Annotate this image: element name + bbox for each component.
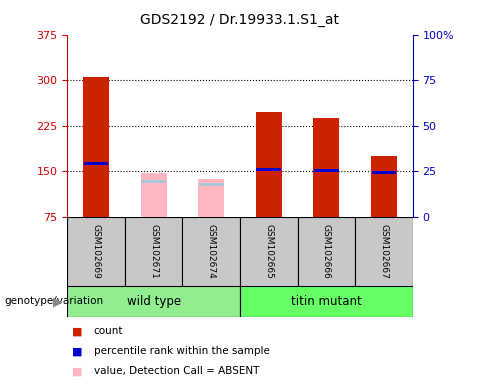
Text: GDS2192 / Dr.19933.1.S1_at: GDS2192 / Dr.19933.1.S1_at [141,13,339,27]
Bar [298,217,355,286]
Bar [141,180,166,183]
Text: ■: ■ [72,366,83,376]
Bar [313,119,339,217]
Text: GSM102674: GSM102674 [207,224,216,279]
Text: ▶: ▶ [53,295,62,308]
Text: GSM102671: GSM102671 [149,224,158,279]
Bar [199,183,224,186]
Bar [83,77,109,217]
Text: genotype/variation: genotype/variation [5,296,104,306]
Text: ■: ■ [72,346,83,356]
Text: GSM102665: GSM102665 [264,224,273,279]
Bar [141,172,167,217]
Text: GSM102667: GSM102667 [380,224,388,279]
Text: wild type: wild type [127,295,180,308]
Bar [256,168,281,171]
Bar [256,113,282,217]
Bar [371,156,397,217]
Bar [125,217,182,286]
Bar [240,217,298,286]
Bar [182,217,240,286]
Text: GSM102669: GSM102669 [92,224,100,279]
Text: value, Detection Call = ABSENT: value, Detection Call = ABSENT [94,366,259,376]
Bar [67,217,125,286]
Bar [198,179,224,217]
Bar [355,217,413,286]
Text: percentile rank within the sample: percentile rank within the sample [94,346,269,356]
Bar [67,286,240,317]
Text: titin mutant: titin mutant [291,295,362,308]
Bar [372,171,396,174]
Text: ■: ■ [72,326,83,336]
Text: count: count [94,326,123,336]
Bar [314,169,339,172]
Text: GSM102666: GSM102666 [322,224,331,279]
Bar [240,286,413,317]
Bar [84,162,108,165]
